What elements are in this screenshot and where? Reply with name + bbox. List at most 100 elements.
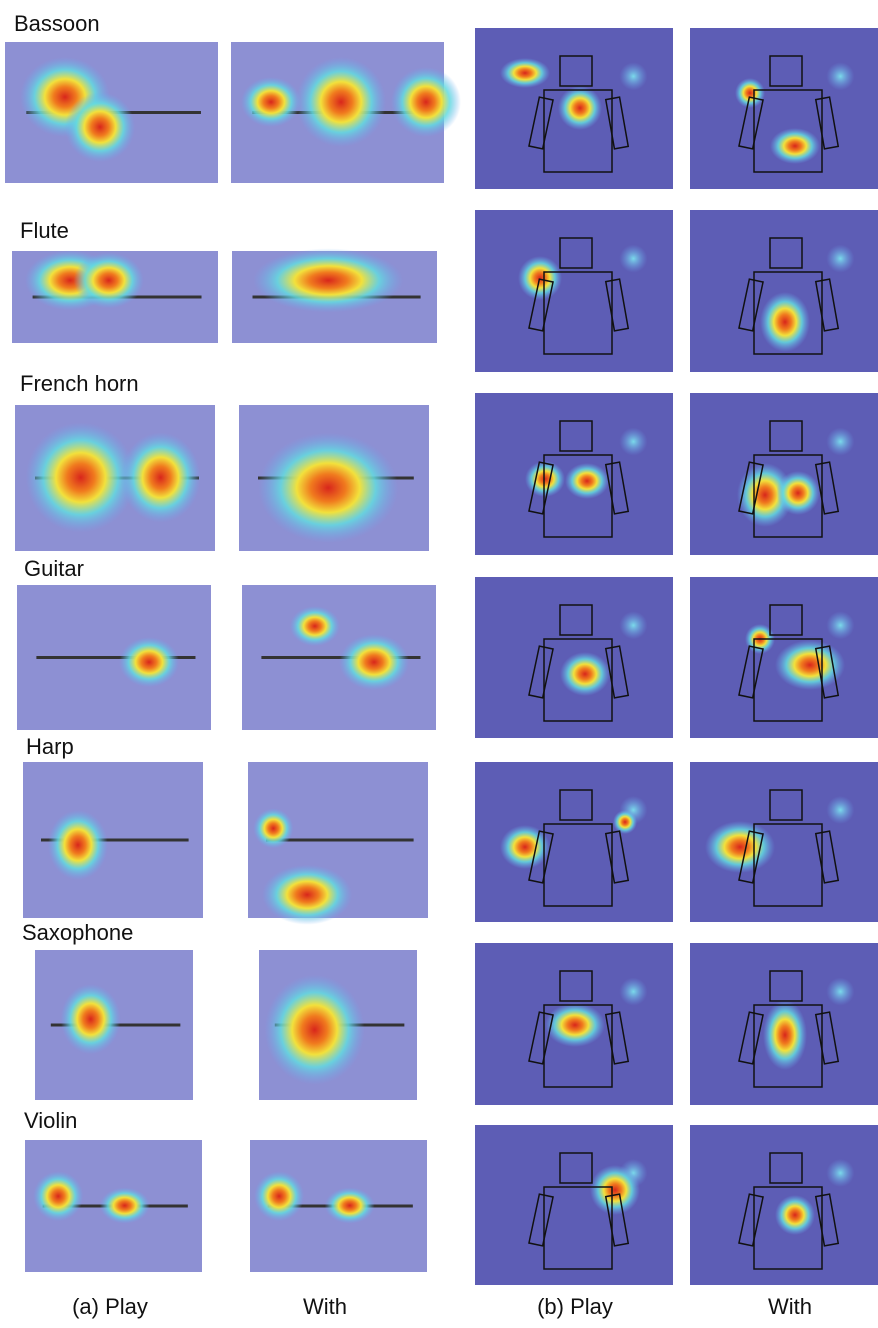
- stick-head: [769, 237, 803, 269]
- stick-arm: [528, 645, 554, 699]
- stick-head: [559, 789, 593, 821]
- heat-blob: [289, 606, 340, 647]
- heat-blob: [60, 984, 121, 1055]
- stick-head: [769, 55, 803, 87]
- stick-arm: [738, 645, 764, 699]
- stick-arm: [814, 1011, 840, 1065]
- heat-blob: [776, 471, 820, 515]
- caption: With: [768, 1294, 812, 1319]
- heat-blob: [518, 256, 562, 300]
- heat-blob: [253, 248, 404, 313]
- heat-blob: [619, 977, 648, 1006]
- row-label: Flute: [20, 218, 69, 243]
- instrument-heatmap: [248, 762, 428, 925]
- heat-blob: [99, 1187, 150, 1224]
- heat-blob: [545, 1003, 605, 1047]
- image-bg: [475, 210, 673, 372]
- stick-head: [559, 420, 593, 452]
- stick-arm: [604, 830, 630, 884]
- stick-head: [769, 789, 803, 821]
- figure-heatmap: [475, 1125, 673, 1285]
- figure-heatmap: [690, 210, 878, 372]
- heat-blob: [763, 1000, 807, 1070]
- figure-heatmap: [475, 210, 673, 372]
- heat-blob: [590, 1165, 640, 1215]
- caption: (a) Play: [72, 1294, 148, 1319]
- row-label: Saxophone: [22, 920, 133, 945]
- row-label: Violin: [24, 1108, 77, 1133]
- heat-blob: [826, 977, 855, 1006]
- heat-blob: [760, 292, 810, 352]
- stick-arm: [738, 278, 764, 332]
- instrument-heatmap: [23, 762, 203, 918]
- stick-arm: [814, 645, 840, 699]
- figure-heatmap: [475, 943, 673, 1105]
- heat-blob: [619, 427, 648, 456]
- stick-arm: [814, 1193, 840, 1247]
- heat-blob: [262, 864, 353, 925]
- heat-blob: [735, 78, 765, 108]
- heat-blob: [500, 825, 550, 869]
- instrument-heatmap: [242, 585, 436, 730]
- heat-blob: [826, 611, 855, 640]
- instrument-heatmap: [15, 405, 215, 551]
- instrument-heatmap: [259, 950, 417, 1100]
- figure-heatmap: [690, 393, 878, 555]
- caption: (b) Play: [537, 1294, 613, 1319]
- instrument-heatmap: [35, 950, 193, 1100]
- heat-blob: [775, 640, 845, 690]
- stick-arm: [738, 830, 764, 884]
- stick-head: [559, 604, 593, 636]
- instrument-heatmap: [25, 1140, 202, 1272]
- stick-arm: [528, 461, 554, 515]
- row-label: French horn: [20, 371, 139, 396]
- figure-heatmap: [690, 943, 878, 1105]
- heat-blob: [73, 252, 144, 309]
- heat-blob: [619, 611, 648, 640]
- stick-head: [559, 1152, 593, 1184]
- stick-arm: [738, 1011, 764, 1065]
- stick-arm: [814, 278, 840, 332]
- heat-blob: [826, 62, 855, 91]
- instrument-heatmap: [232, 248, 437, 343]
- stick-arm: [604, 461, 630, 515]
- stick-head: [769, 420, 803, 452]
- stick-head: [559, 970, 593, 1002]
- figure-heatmap: [475, 577, 673, 738]
- figure-heatmap: [475, 393, 673, 555]
- figure-heatmap: [475, 28, 673, 189]
- heat-blob: [826, 244, 855, 273]
- heat-blob: [525, 461, 565, 497]
- heat-blob: [33, 1171, 84, 1222]
- stick-arm: [738, 1193, 764, 1247]
- row-label: Bassoon: [14, 11, 100, 36]
- heat-blob: [253, 808, 294, 849]
- image-bg: [475, 1125, 673, 1285]
- instrument-heatmap: [12, 250, 218, 343]
- stick-arm: [528, 278, 554, 332]
- stick-head: [769, 1152, 803, 1184]
- heat-blob: [324, 1187, 375, 1224]
- stick-head: [769, 970, 803, 1002]
- stick-arm: [528, 830, 554, 884]
- stick-arm: [738, 96, 764, 150]
- instrument-heatmap: [231, 42, 461, 183]
- figure-heatmap: [690, 1125, 878, 1285]
- heat-blob: [25, 422, 136, 533]
- figure-heatmap: [475, 762, 673, 922]
- stick-head: [559, 55, 593, 87]
- stick-arm: [604, 645, 630, 699]
- stick-arm: [604, 1011, 630, 1065]
- figure-heatmap: [690, 762, 878, 922]
- heat-blob: [241, 77, 301, 127]
- stick-arm: [814, 96, 840, 150]
- heat-blob: [826, 427, 855, 456]
- stick-arm: [604, 96, 630, 150]
- image-bg: [690, 28, 878, 189]
- instrument-heatmap: [17, 585, 211, 730]
- stick-arm: [604, 278, 630, 332]
- heat-blob: [120, 432, 201, 523]
- figure-heatmap: [690, 28, 878, 189]
- stick-arm: [528, 1193, 554, 1247]
